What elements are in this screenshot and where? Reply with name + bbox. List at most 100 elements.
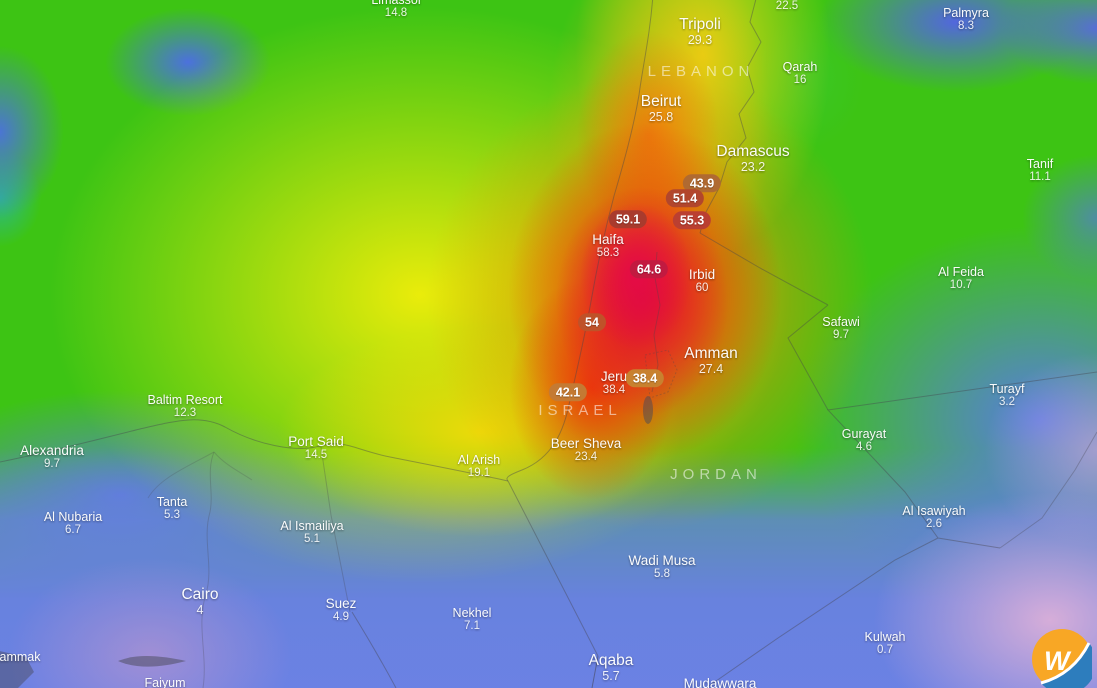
city-label[interactable]: Qarah 16	[783, 60, 818, 88]
city-name: Turayf	[989, 382, 1025, 396]
city-name: Baltim Resort	[147, 393, 223, 407]
city-label[interactable]: Al Isawiyah 2.6	[902, 504, 965, 532]
city-name: Mudawwara	[683, 676, 757, 688]
city-label[interactable]: Al Arish 19.1	[458, 453, 500, 481]
city-label[interactable]: Port Said 14.5	[288, 434, 344, 463]
city-value: 25.8	[648, 110, 674, 125]
city-label[interactable]: Wadi Musa 5.8	[628, 553, 695, 582]
city-name: Beirut	[640, 93, 682, 110]
logo-stripe	[1040, 642, 1091, 685]
city-label[interactable]: Faiyum	[145, 676, 186, 688]
city-label[interactable]: Aqaba 5.7	[589, 652, 634, 684]
city-label[interactable]: 22.5	[776, 0, 798, 14]
city-value: 12.3	[173, 407, 197, 419]
city-label[interactable]: Baltim Resort 12.3	[147, 393, 222, 421]
city-name: Nekhel	[452, 606, 492, 620]
city-value: 58.3	[596, 247, 620, 260]
city-label[interactable]: Jeru 38.4	[601, 369, 627, 398]
city-name: Safawi	[822, 315, 860, 329]
city-value: 9.7	[43, 458, 60, 471]
city-name: Aqaba	[588, 652, 634, 669]
city-name: Al Arish	[457, 453, 501, 467]
value-badge[interactable]: 43.9	[682, 174, 722, 192]
city-label[interactable]: Tripoli 29.3	[679, 16, 721, 48]
city-name: Wadi Musa	[628, 553, 696, 568]
city-value: 8.3	[958, 20, 974, 32]
region-label: ISRAEL	[538, 402, 622, 419]
city-label[interactable]: Tanta 5.3	[157, 495, 188, 523]
city-value: 29.3	[687, 33, 713, 48]
city-value: 5.1	[304, 533, 320, 545]
city-name: Cairo	[181, 586, 219, 603]
value-badge[interactable]: 64.6	[629, 260, 669, 278]
value-badge[interactable]: 38.4	[625, 369, 665, 387]
city-name: Faiyum	[144, 676, 186, 688]
city-value: 14.5	[304, 449, 328, 462]
city-value: 23.4	[574, 451, 598, 464]
city-label[interactable]: Damascus 23.2	[716, 143, 789, 175]
city-value: 14.8	[384, 7, 408, 19]
city-value: 27.4	[698, 362, 724, 377]
city-label[interactable]: Cairo 4	[181, 586, 218, 618]
city-label[interactable]: ammak	[0, 650, 40, 664]
city-name: Al Isawiyah	[902, 504, 966, 518]
city-label[interactable]: Nekhel 7.1	[453, 606, 492, 634]
city-label[interactable]: Safawi 9.7	[822, 315, 860, 343]
city-value: 19.1	[467, 467, 491, 479]
city-name: Damascus	[716, 143, 790, 160]
city-name: Kulwah	[864, 630, 906, 644]
city-value: 5.8	[654, 568, 670, 581]
city-label[interactable]: Al Ismailiya 5.1	[280, 519, 343, 547]
region-label: LEBANON	[647, 63, 755, 80]
city-label[interactable]: Amman 27.4	[684, 345, 737, 377]
city-label[interactable]: Tanif 11.1	[1027, 157, 1053, 185]
city-value: 4	[196, 603, 204, 618]
city-name: Qarah	[782, 60, 818, 74]
city-name: Tripoli	[679, 16, 721, 33]
city-name: ammak	[0, 650, 41, 664]
city-label[interactable]: Gurayat 4.6	[842, 427, 886, 455]
value-badge[interactable]: 51.4	[665, 189, 705, 207]
city-label[interactable]: Beer Sheva 23.4	[551, 436, 622, 465]
city-name: Al Ismailiya	[280, 519, 344, 533]
windy-logo[interactable]: W	[1032, 629, 1092, 688]
city-name: Irbid	[688, 267, 716, 282]
value-badge[interactable]: 55.3	[672, 211, 712, 229]
city-value: 23.2	[740, 160, 766, 175]
city-name: Beer Sheva	[550, 436, 622, 451]
value-badge[interactable]: 59.1	[608, 210, 648, 228]
city-name: Amman	[684, 345, 738, 362]
city-label[interactable]: Irbid 60	[689, 267, 715, 296]
city-label[interactable]: Beirut 25.8	[641, 93, 682, 125]
city-label[interactable]: Limassol 14.8	[371, 0, 420, 21]
city-name: Port Said	[288, 434, 344, 449]
city-label[interactable]: Kulwah 0.7	[865, 630, 906, 658]
city-value: 9.7	[833, 329, 849, 341]
value-badge[interactable]: 42.1	[548, 383, 588, 401]
city-name: Gurayat	[841, 427, 887, 441]
city-value: 6.7	[65, 524, 81, 536]
city-value: 38.4	[602, 384, 626, 397]
city-label[interactable]: Suez 4.9	[326, 596, 357, 625]
city-value: 4.6	[856, 441, 872, 453]
city-name: Al Feida	[938, 265, 984, 279]
city-label[interactable]: Mudawwara	[684, 676, 757, 688]
city-label[interactable]: Alexandria 9.7	[20, 443, 84, 472]
city-name: Haifa	[592, 232, 624, 247]
city-label[interactable]: Turayf 3.2	[990, 382, 1025, 410]
city-label[interactable]: Palmyra 8.3	[943, 6, 989, 34]
city-label[interactable]: Al Nubaria 6.7	[44, 510, 102, 538]
city-name: Limassol	[371, 0, 421, 7]
city-label[interactable]: Haifa 58.3	[592, 232, 624, 261]
city-label[interactable]: Al Feida 10.7	[938, 265, 984, 293]
city-value: 7.1	[463, 620, 480, 632]
city-value: 4.9	[333, 611, 349, 624]
city-value: 10.7	[949, 279, 973, 291]
region-label: JORDAN	[670, 466, 762, 483]
value-badge[interactable]: 54	[578, 313, 606, 331]
city-name: Palmyra	[943, 6, 989, 20]
